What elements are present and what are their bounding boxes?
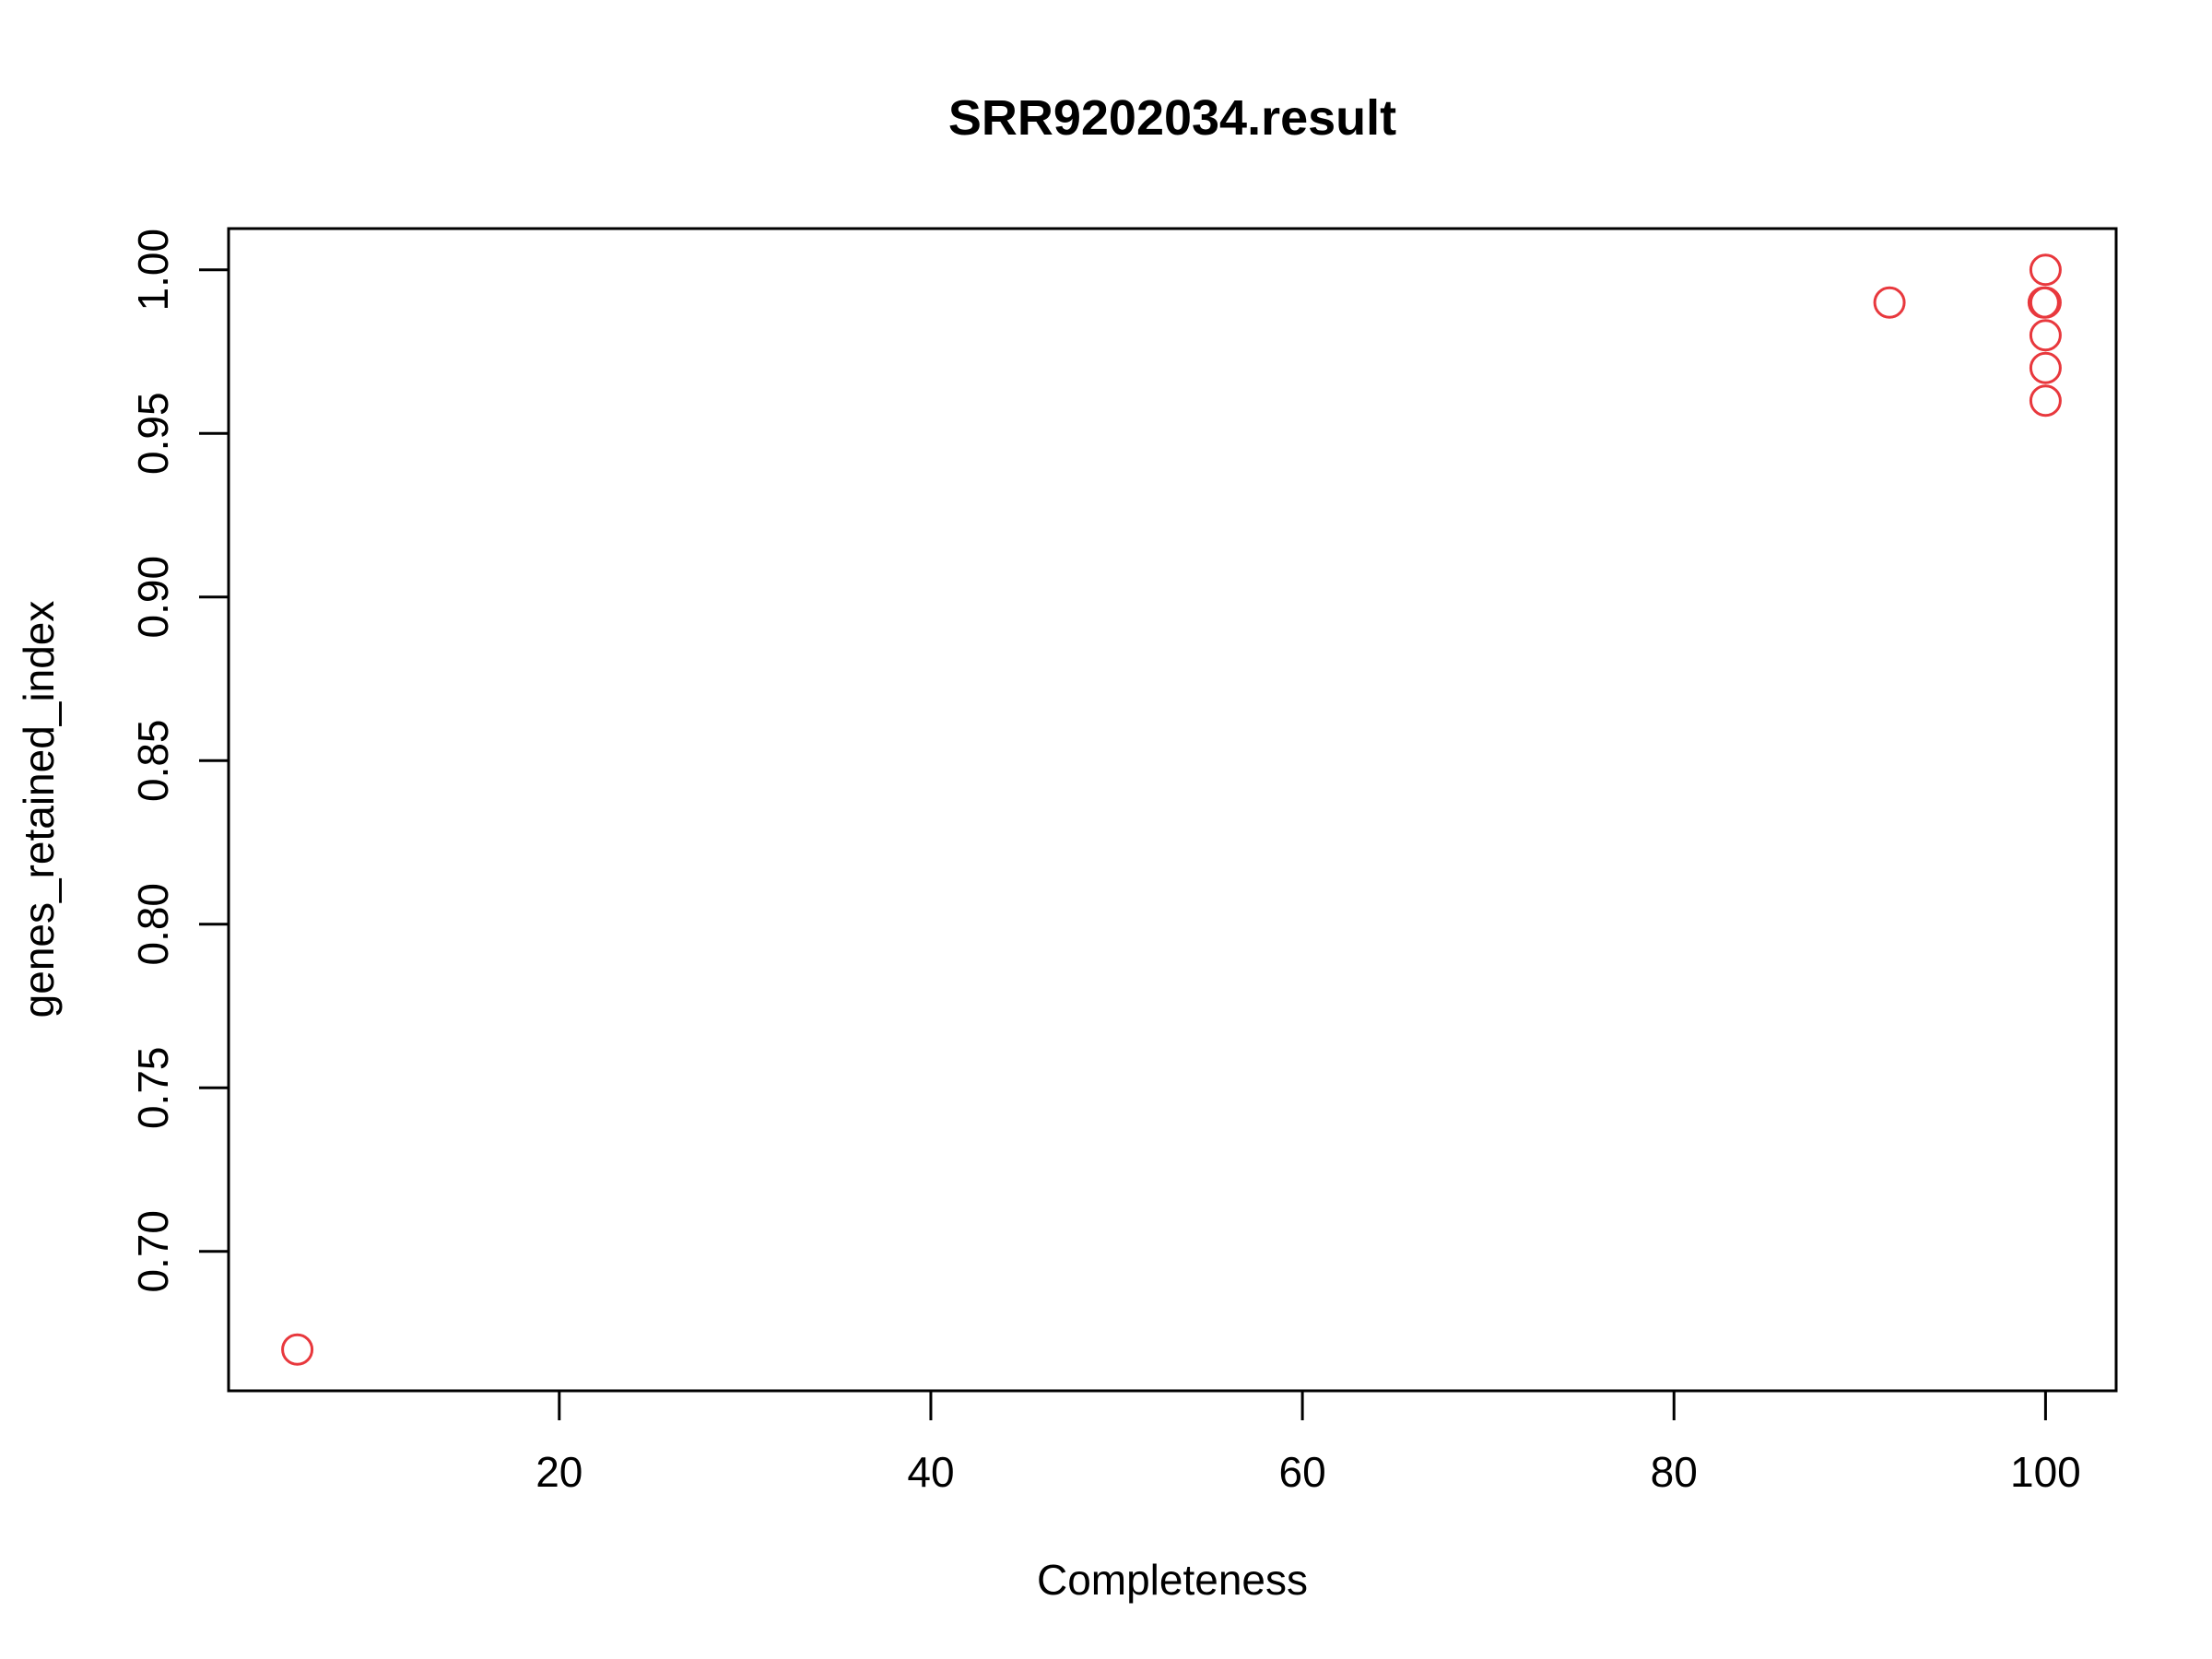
x-tick-label: 20 <box>535 1448 582 1496</box>
x-axis: 20 40 60 80 100 <box>535 1391 2081 1496</box>
x-tick-label: 80 <box>1651 1448 1698 1496</box>
x-axis-label: Completeness <box>1037 1556 1308 1604</box>
y-tick-label: 0.85 <box>129 719 177 802</box>
x-tick-label: 100 <box>2010 1448 2081 1496</box>
y-tick-label: 0.80 <box>129 883 177 966</box>
y-tick-label: 1.00 <box>129 229 177 312</box>
plot-frame <box>227 227 2118 1393</box>
x-tick-label: 60 <box>1279 1448 1326 1496</box>
data-point <box>281 1333 314 1366</box>
y-tick-label: 0.95 <box>129 392 177 475</box>
y-axis: 0.70 0.75 0.80 0.85 0.90 0.95 1.00 <box>129 229 229 1293</box>
data-points <box>281 253 2062 1366</box>
data-point <box>2027 286 2060 319</box>
data-point <box>1873 286 1906 319</box>
y-tick-label: 0.75 <box>129 1046 177 1129</box>
data-point <box>2029 253 2062 287</box>
data-point <box>2029 319 2062 352</box>
y-tick-label: 0.70 <box>129 1210 177 1293</box>
y-tick-label: 0.90 <box>129 556 177 639</box>
chart-title: SRR9202034.result <box>948 90 1396 146</box>
data-point <box>2029 384 2062 418</box>
x-tick-label: 40 <box>907 1448 954 1496</box>
y-axis-label: genes_retained_index <box>15 601 63 1018</box>
data-point <box>2029 351 2062 384</box>
